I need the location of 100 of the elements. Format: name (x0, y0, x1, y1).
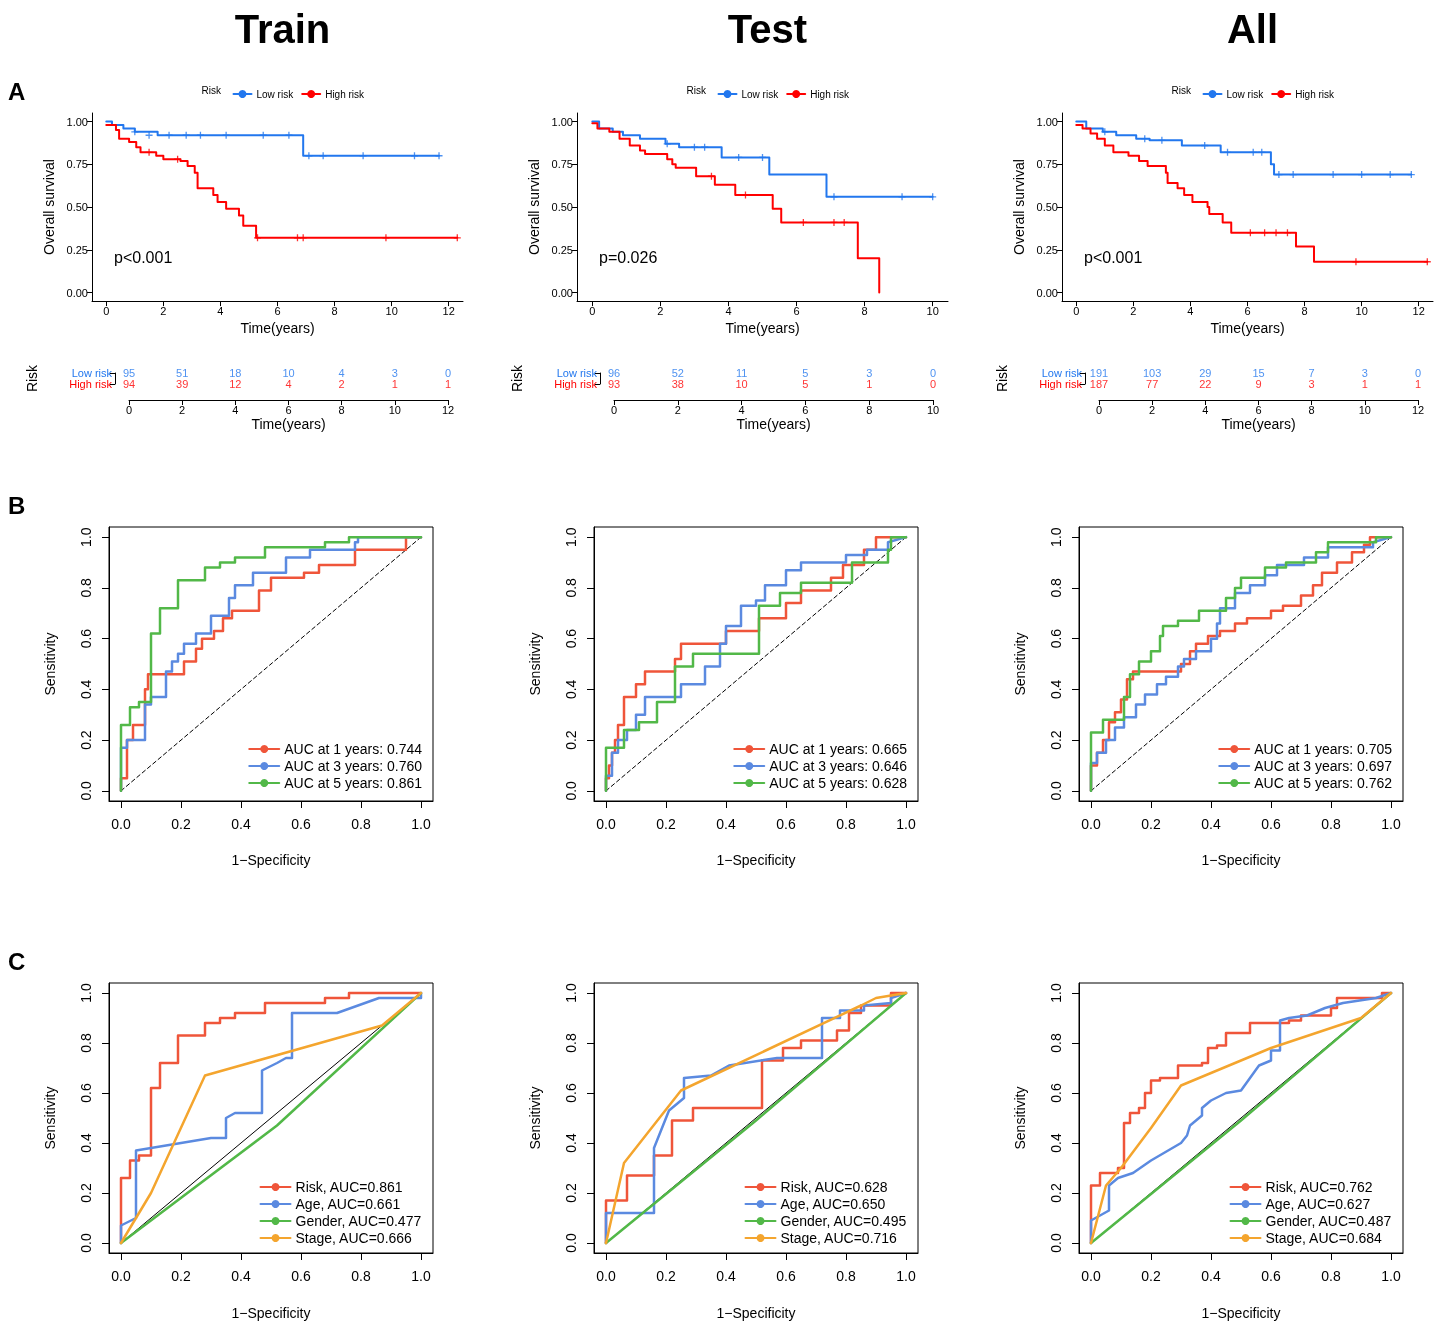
y-tick-label: 0.6 (563, 1083, 579, 1103)
x-tick-label: 8 (866, 403, 873, 416)
legend-label: AUC at 1 years: 0.744 (284, 741, 423, 757)
x-tick-label: 0.0 (111, 1268, 131, 1284)
x-axis-title: 1−Specificity (231, 1305, 311, 1321)
point (304, 151, 314, 160)
y-tick-label: 0.8 (563, 1033, 579, 1053)
x-axis-title: Time(years) (240, 320, 315, 336)
x-tick-label: 0.8 (351, 1268, 371, 1284)
y-axis-title: Risk (24, 363, 40, 393)
legend-label: Risk, AUC=0.628 (780, 1179, 888, 1195)
y-tick-label: 0.4 (563, 679, 579, 700)
y-tick-label: High risk (554, 378, 598, 390)
legend-label: High risk (810, 88, 851, 100)
data-label: 96 (607, 367, 621, 379)
x-tick-label: 10 (385, 304, 398, 317)
point (434, 151, 444, 160)
y-tick-label: 0.4 (1048, 1133, 1064, 1153)
legend-label: AUC at 5 years: 0.861 (284, 775, 423, 791)
x-tick-label: 0.0 (1081, 816, 1101, 832)
data-label: 94 (122, 378, 136, 390)
y-tick-label: 1.0 (1048, 983, 1064, 1003)
y-tick-label: 0.8 (563, 577, 579, 598)
legend-title: Risk (686, 84, 707, 96)
y-tick-label: 0.50 (66, 201, 88, 214)
y-tick-label: 0.75 (551, 158, 573, 171)
x-tick-label: 2 (179, 403, 186, 416)
x-axis-title: 1−Specificity (716, 1305, 796, 1321)
legend-label: Age, AUC=0.627 (1265, 1196, 1371, 1212)
y-tick-label: 0.25 (551, 243, 573, 256)
x-tick-label: 0.6 (291, 1268, 311, 1284)
y-tick-label: 0.2 (78, 730, 94, 750)
point (1328, 170, 1338, 179)
legend-label: Risk, AUC=0.861 (295, 1179, 403, 1195)
chart-title: All (1226, 7, 1279, 51)
point (829, 192, 839, 201)
point (164, 131, 174, 140)
x-tick-label: 0.2 (656, 1268, 676, 1284)
y-axis-title: Sensitivity (527, 1086, 543, 1150)
x-tick-label: 0 (1073, 304, 1080, 317)
y-tick-label: 0.2 (1048, 730, 1064, 750)
data-label: 9 (1255, 378, 1262, 390)
data-label: 18 (229, 367, 242, 379)
x-tick-label: 0 (589, 304, 596, 317)
x-tick-label: 1.0 (1381, 1268, 1401, 1284)
x-tick-label: 0.6 (776, 816, 796, 832)
y-tick-label: 0.4 (78, 679, 94, 700)
data-label: 11 (735, 367, 748, 379)
legend-label: Stage, AUC=0.716 (780, 1230, 898, 1246)
x-axis-title: 1−Specificity (1201, 1305, 1281, 1321)
y-tick-label: 0.2 (1048, 1183, 1064, 1203)
legend-title: Risk (1171, 84, 1192, 96)
x-tick-label: 8 (1301, 304, 1308, 317)
y-tick-label: 1.0 (1048, 527, 1064, 547)
text: A (8, 77, 26, 105)
legend-label: AUC at 5 years: 0.762 (1254, 775, 1393, 791)
legend-label: AUC at 1 years: 0.665 (769, 741, 908, 757)
x-tick-label: 2 (160, 304, 167, 317)
chart-title: Train (234, 7, 331, 51)
y-tick-label: 0.00 (1036, 286, 1058, 299)
x-tick-label: 0.8 (1321, 816, 1341, 832)
y-axis-title: Risk (994, 363, 1010, 393)
x-tick-label: 10 (1355, 304, 1368, 317)
data-label: 3 (391, 367, 398, 379)
x-tick-label: 0.8 (351, 816, 371, 832)
data-label: 0 (1414, 367, 1422, 379)
legend-label: AUC at 1 years: 0.705 (1254, 741, 1393, 757)
data-label: 1 (391, 378, 398, 390)
data-label: 4 (338, 367, 345, 379)
x-tick-label: 8 (861, 304, 868, 317)
x-tick-label: 0 (125, 403, 133, 416)
y-tick-label: Low risk (1041, 367, 1083, 379)
data-label: 10 (282, 367, 295, 379)
data-label: 4 (285, 378, 292, 390)
data-label: 95 (122, 367, 136, 379)
x-tick-label: 8 (331, 304, 338, 317)
x-tick-label: 4 (1202, 403, 1209, 416)
y-tick-label: 1.0 (563, 983, 579, 1003)
x-tick-label: 0.8 (836, 816, 856, 832)
point (829, 218, 839, 227)
legend-label: AUC at 5 years: 0.628 (769, 775, 908, 791)
x-tick-label: 0 (610, 403, 618, 416)
x-tick-label: 4 (232, 403, 239, 416)
point (358, 151, 368, 160)
data-label: 187 (1089, 378, 1109, 390)
y-axis-title: Overall survival (40, 159, 57, 255)
x-axis-title: Time(years) (1210, 320, 1285, 336)
legend-label: High risk (1295, 88, 1336, 100)
data-label: 10 (735, 378, 748, 390)
legend-label: Gender, AUC=0.487 (1265, 1213, 1392, 1229)
data-label: 0 (929, 367, 937, 379)
legend-title: Risk (201, 84, 222, 96)
y-tick-label: 0.8 (78, 577, 94, 598)
y-tick-label: 0.6 (1048, 628, 1064, 649)
x-tick-label: 6 (285, 403, 292, 416)
y-tick-label: 0.8 (1048, 1033, 1064, 1053)
legend-label: AUC at 3 years: 0.697 (1254, 758, 1393, 774)
y-tick-label: 0.8 (78, 1033, 94, 1053)
y-axis-title: Sensitivity (42, 1086, 58, 1150)
legend-label: AUC at 3 years: 0.646 (769, 758, 908, 774)
